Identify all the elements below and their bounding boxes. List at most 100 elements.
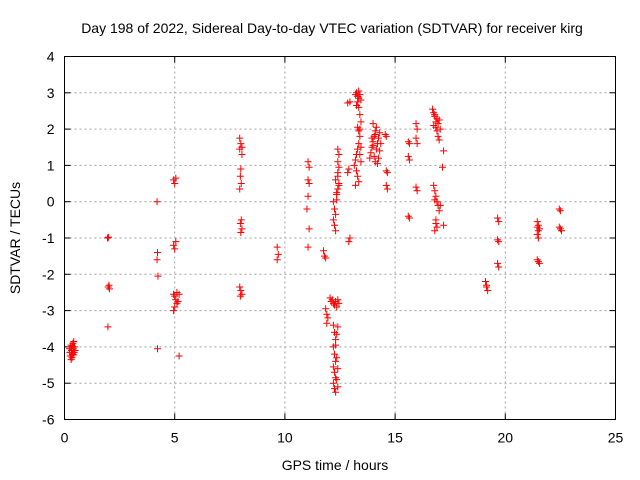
data-point [236, 219, 244, 227]
data-point [305, 225, 313, 233]
data-point [375, 154, 383, 162]
data-point [273, 243, 281, 251]
data-point [329, 216, 337, 224]
plot-frame [64, 56, 616, 420]
data-point [405, 214, 413, 222]
data-point [305, 180, 313, 188]
data-point [430, 181, 438, 189]
data-point [329, 198, 337, 206]
data-point [304, 243, 312, 251]
data-point [330, 368, 338, 376]
data-point [436, 125, 444, 133]
data-point [171, 245, 179, 253]
data-point [353, 167, 361, 175]
y-tick-label: -2 [42, 266, 55, 282]
data-point [356, 125, 364, 133]
data-point [170, 241, 178, 249]
data-point [404, 152, 412, 160]
data-point [433, 223, 441, 231]
data-point [382, 181, 390, 189]
data-point [368, 143, 376, 151]
data-point [172, 238, 180, 246]
data-point [273, 256, 281, 264]
data-point [435, 207, 443, 215]
data-point [332, 227, 340, 235]
data-point [412, 120, 420, 128]
data-point [332, 374, 340, 382]
data-point [333, 303, 341, 311]
data-point [154, 249, 162, 257]
data-point [481, 278, 489, 286]
data-point [434, 132, 442, 140]
data-point [238, 151, 246, 159]
data-point [153, 198, 161, 206]
data-point [434, 120, 442, 128]
data-point [555, 205, 563, 213]
data-point [433, 127, 441, 135]
data-point [236, 283, 244, 291]
data-point [332, 176, 340, 184]
data-point [333, 330, 341, 338]
data-point [440, 147, 448, 155]
data-point [369, 120, 377, 128]
y-tick-label: -1 [42, 230, 55, 246]
data-point [70, 351, 78, 359]
data-point [334, 365, 342, 373]
data-point [354, 98, 362, 106]
y-tick-label: 0 [47, 194, 55, 210]
data-point [405, 156, 413, 164]
data-point [432, 192, 440, 200]
data-point [357, 158, 365, 166]
data-point [171, 303, 179, 311]
data-point [324, 314, 332, 322]
data-point [237, 180, 245, 188]
data-point [345, 165, 353, 173]
data-point [330, 205, 338, 213]
data-point [332, 388, 340, 396]
data-point [322, 254, 330, 262]
data-point [237, 216, 245, 224]
data-point [171, 180, 179, 188]
data-point [171, 292, 179, 300]
data-point [533, 256, 541, 264]
data-point [350, 161, 358, 169]
y-tick-label: -5 [42, 375, 55, 391]
data-point [357, 96, 365, 104]
data-point [346, 234, 354, 242]
data-point [333, 354, 341, 362]
data-point [323, 310, 331, 318]
data-point [351, 156, 359, 164]
data-point [431, 111, 439, 119]
data-point [175, 352, 183, 360]
data-point [429, 105, 437, 113]
data-point [237, 229, 245, 237]
data-point [303, 205, 311, 213]
data-point [67, 356, 75, 364]
data-point [70, 337, 78, 345]
data-point [369, 141, 377, 149]
data-point [173, 299, 181, 307]
data-point [368, 134, 376, 142]
data-point [329, 321, 337, 329]
data-point [353, 102, 361, 110]
x-tick-label: 15 [387, 430, 403, 446]
data-point [376, 129, 384, 137]
data-point [435, 136, 443, 144]
data-point [405, 140, 413, 148]
data-point [355, 127, 363, 135]
data-point [335, 299, 343, 307]
data-point [430, 109, 438, 117]
y-axis-label: SDTVAR / TECUs [7, 182, 23, 294]
data-point [413, 125, 421, 133]
data-point [329, 379, 337, 387]
data-point [236, 185, 244, 193]
data-point [382, 132, 390, 140]
data-point [534, 227, 542, 235]
data-point [382, 167, 390, 175]
x-tick-label: 25 [608, 430, 624, 446]
data-point [381, 131, 389, 139]
data-point [68, 342, 76, 350]
data-point [534, 258, 542, 266]
data-point [412, 183, 420, 191]
